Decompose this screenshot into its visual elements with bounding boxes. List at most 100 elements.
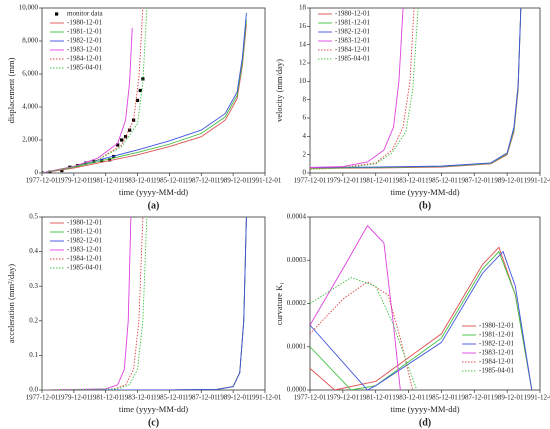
x-tick-label: 1977-12-01 xyxy=(294,177,327,185)
y-tick-label: 6 xyxy=(303,114,307,122)
series-line xyxy=(42,216,148,390)
data-point xyxy=(60,168,64,173)
x-tick-label: 1989-12-01 xyxy=(217,177,250,185)
data-point xyxy=(120,138,124,142)
legend-label: -1982-12-01 xyxy=(335,28,370,36)
x-tick-label: 1979-12-01 xyxy=(327,177,360,185)
x-tick-label: 1989-12-01 xyxy=(217,394,250,402)
x-tick-label: 1983-12-01 xyxy=(392,394,425,402)
data-point xyxy=(116,143,120,147)
x-axis-label: time (yyyy-MM-dd) xyxy=(390,187,459,197)
series-line xyxy=(310,224,401,390)
legend-label: -1984-12-01 xyxy=(479,358,514,366)
x-tick-label: 1991-12-01 xyxy=(524,177,550,185)
legend-label: -1980-12-01 xyxy=(67,219,102,227)
y-axis-label: velocity (mm/day) xyxy=(274,59,284,122)
x-tick-label: 1981-12-01 xyxy=(359,177,392,185)
plot-frame xyxy=(41,7,266,174)
x-tick-label: 1989-12-01 xyxy=(491,177,524,185)
y-tick-label: 0.1 xyxy=(29,351,38,359)
x-tick-label: 1977-12-01 xyxy=(26,177,59,185)
series-line xyxy=(310,281,414,390)
y-tick-label: 10 xyxy=(299,77,307,85)
legend-label: -1982-12-01 xyxy=(67,37,102,45)
x-tick-label: 1983-12-01 xyxy=(392,177,425,185)
x-tick-label: 1985-12-01 xyxy=(425,177,458,185)
legend-label: monitor data xyxy=(67,10,103,18)
legend-label: -1984-12-01 xyxy=(67,55,102,63)
panel-label: (b) xyxy=(419,200,431,211)
x-tick-label: 1979-12-01 xyxy=(58,177,91,185)
legend-label: -1984-12-01 xyxy=(335,46,370,54)
y-tick-label: 4 xyxy=(303,132,307,140)
legend-label: -1985-04-01 xyxy=(479,367,514,375)
x-tick-label: 1979-12-01 xyxy=(58,394,91,402)
y-tick-label: 8 xyxy=(303,95,307,103)
legend-label: -1983-12-01 xyxy=(67,246,102,254)
y-axis-label: displacement (mm) xyxy=(6,57,16,123)
y-tick-label: 8,000 xyxy=(22,37,38,45)
plot-area xyxy=(42,7,247,173)
series-line xyxy=(310,277,418,390)
y-tick-label: 0.0003 xyxy=(287,256,307,264)
data-point xyxy=(138,88,142,93)
y-tick-label: 16 xyxy=(299,22,307,30)
x-axis-label: time (yyyy-MM-dd) xyxy=(119,404,188,414)
x-tick-label: 1991-12-01 xyxy=(524,394,550,402)
series-line xyxy=(42,216,132,390)
legend-label: -1980-12-01 xyxy=(67,19,102,27)
panel-label: (a) xyxy=(148,200,160,211)
y-tick-label: 0.0 xyxy=(29,386,38,394)
x-tick-label: 1987-12-01 xyxy=(458,394,491,402)
legend-label: -1985-04-01 xyxy=(67,64,102,72)
y-tick-label: 6,000 xyxy=(22,70,38,78)
y-tick-label: 0.4 xyxy=(29,247,38,255)
y-tick-label: 0.0004 xyxy=(287,213,307,221)
legend-label: -1984-12-01 xyxy=(67,255,102,263)
x-tick-label: 1985-12-01 xyxy=(425,394,458,402)
x-tick-label: 1979-12-01 xyxy=(327,394,360,402)
x-tick-label: 1981-12-01 xyxy=(89,177,122,185)
series-line xyxy=(42,7,148,173)
plot-area xyxy=(310,7,522,170)
x-axis-label: time (yyyy-MM-dd) xyxy=(390,404,459,414)
y-tick-label: 0.5 xyxy=(29,213,38,221)
legend-label: -1982-12-01 xyxy=(67,237,102,245)
x-tick-label: 1987-12-01 xyxy=(458,177,491,185)
legend-label: -1980-12-01 xyxy=(479,322,514,330)
y-tick-label: 0.3 xyxy=(29,282,38,290)
series-line xyxy=(42,216,144,390)
x-tick-label: 1977-12-01 xyxy=(294,394,327,402)
legend-label: -1985-04-01 xyxy=(67,264,102,272)
series-line xyxy=(310,250,533,390)
panel-label: (d) xyxy=(419,417,431,428)
x-tick-label: 1985-12-01 xyxy=(153,177,186,185)
data-point xyxy=(123,135,128,139)
data-point xyxy=(42,171,44,173)
series-line xyxy=(310,7,404,168)
series-line xyxy=(42,7,144,173)
x-tick-label: 1987-12-01 xyxy=(185,394,218,402)
x-tick-label: 1991-12-01 xyxy=(249,177,282,185)
data-point xyxy=(108,158,112,162)
legend-label: -1981-12-01 xyxy=(67,228,102,236)
data-point xyxy=(127,128,132,132)
y-tick-label: 4,000 xyxy=(22,103,38,111)
y-tick-label: 2 xyxy=(303,150,307,158)
y-tick-label: 0.0002 xyxy=(287,299,307,307)
plot-frame xyxy=(309,7,541,174)
series-line xyxy=(310,7,522,168)
y-tick-label: 0 xyxy=(35,169,39,177)
x-tick-label: 1983-12-01 xyxy=(121,177,154,185)
series-line xyxy=(42,24,247,173)
x-tick-label: 1991-12-01 xyxy=(249,394,282,402)
y-tick-label: 0.0001 xyxy=(287,342,307,350)
plot-area xyxy=(42,216,247,390)
x-axis-label: time (yyyy-MM-dd) xyxy=(119,187,188,197)
x-tick-label: 1989-12-01 xyxy=(491,394,524,402)
y-axis-label: acceleration (mm²/day) xyxy=(6,264,16,343)
legend-label: -1980-12-01 xyxy=(335,10,370,18)
legend-label: -1981-12-01 xyxy=(335,19,370,27)
legend-label: -1983-12-01 xyxy=(67,46,102,54)
